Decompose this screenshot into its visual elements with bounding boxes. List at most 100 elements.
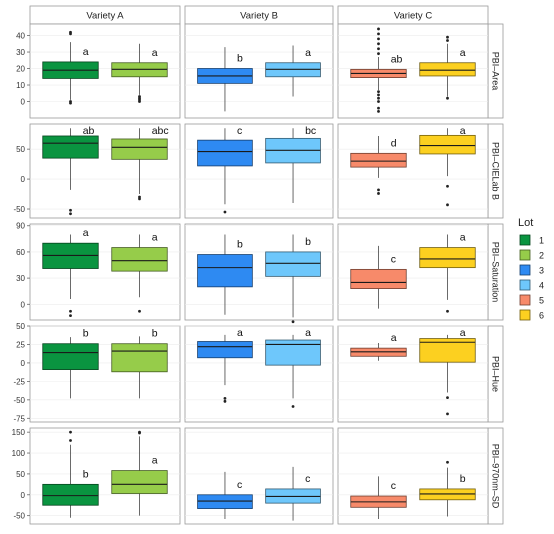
- outlier-point: [377, 27, 380, 31]
- significance-letter: c: [391, 480, 396, 492]
- outlier-point: [223, 399, 227, 403]
- y-tick-label: -75: [13, 414, 25, 423]
- outlier-point: [138, 100, 141, 103]
- significance-letter: a: [152, 232, 158, 244]
- outlier-point: [69, 208, 72, 212]
- outlier-point: [377, 93, 380, 97]
- outlier-point: [69, 212, 72, 216]
- y-tick-label: 0: [21, 491, 26, 500]
- y-tick-label: 0: [21, 300, 26, 309]
- outlier-point: [446, 39, 449, 42]
- box-lot-3: [197, 139, 253, 167]
- y-tick-label: 50: [16, 470, 25, 479]
- row-strip-label: PBI–Area: [491, 52, 501, 91]
- legend-swatch: [519, 249, 531, 261]
- outlier-point: [446, 396, 449, 400]
- box-lot-3: [197, 254, 253, 288]
- legend-label: 6: [539, 311, 544, 321]
- box-lot-6: [419, 134, 476, 155]
- legend-swatch: [519, 279, 531, 291]
- significance-letter: ab: [391, 53, 403, 65]
- significance-letter: a: [305, 327, 311, 339]
- box-lot-6: [419, 247, 476, 269]
- box-lot-1: [42, 343, 99, 370]
- outlier-point: [69, 101, 72, 105]
- outlier-point: [377, 110, 380, 113]
- y-tick-label: 40: [16, 32, 25, 41]
- significance-letter: c: [391, 253, 396, 265]
- outlier-point: [69, 314, 72, 318]
- legend-swatch: [519, 294, 531, 306]
- y-axes: 0 10 20 30 40 -50 0 50 0 30 60 90 -75 -50 -25 0 25 50 -50 0…: [12, 32, 30, 521]
- legend: Lot 1 2 3 4 5 6: [518, 217, 544, 321]
- legend-entries: 1 2 3 4 5 6: [519, 234, 544, 321]
- box-lot-3: [197, 341, 253, 359]
- legend-swatch: [519, 234, 531, 246]
- row-strip-label: PBI–Saturation: [491, 242, 501, 303]
- y-tick-label: 60: [16, 248, 25, 257]
- outlier-point: [377, 96, 380, 100]
- row-strip-label: PBI–970nm–SD: [491, 444, 501, 509]
- box-lot-2: [111, 343, 168, 373]
- significance-letter: b: [460, 473, 466, 485]
- legend-swatch: [519, 309, 531, 321]
- significance-letter: a: [152, 455, 158, 467]
- outlier-point: [223, 210, 227, 214]
- significance-letter: b: [237, 239, 243, 251]
- y-tick-label: 0: [21, 98, 26, 107]
- significance-letter: c: [237, 479, 242, 491]
- outlier-point: [138, 309, 141, 313]
- facet-strips: Variety A Variety B Variety C: [29, 5, 489, 25]
- box-lot-6: [419, 338, 476, 363]
- significance-letter: b: [83, 468, 89, 480]
- outlier-point: [291, 405, 295, 408]
- panel-frame: [337, 427, 489, 525]
- outlier-point: [377, 106, 380, 110]
- panel-frame: [184, 427, 334, 525]
- significance-letter: a: [391, 332, 397, 344]
- legend-swatch: [519, 264, 531, 276]
- outlier-point: [377, 37, 380, 41]
- significance-letter: a: [460, 327, 466, 339]
- significance-letter: abc: [152, 125, 169, 137]
- significance-letter: a: [237, 327, 243, 339]
- box-lot-3: [197, 494, 253, 509]
- row-strip-label: PBI–Hue: [491, 356, 501, 392]
- box-lot-5: [350, 268, 407, 289]
- box-lot-4: [265, 339, 321, 366]
- box-lot-5: [350, 152, 407, 168]
- y-tick-label: 20: [16, 65, 25, 74]
- y-tick-label: 50: [16, 145, 25, 154]
- y-tick-label: 50: [16, 322, 25, 331]
- significance-letter: a: [460, 232, 466, 244]
- significance-letter: a: [83, 227, 89, 239]
- outlier-point: [446, 203, 449, 207]
- significance-letter: bc: [305, 125, 316, 137]
- row-strips: PBI–Area PBI–CIELab B PBI–Saturation PBI–Hu…: [487, 23, 504, 525]
- significance-letter: a: [305, 47, 311, 59]
- y-tick-label: -25: [13, 377, 25, 386]
- significance-letter: b: [152, 328, 158, 340]
- outlier-point: [69, 439, 72, 442]
- significance-letter: d: [391, 137, 397, 149]
- box-lot-1: [42, 483, 99, 506]
- outlier-point: [138, 197, 141, 201]
- box-lot-6: [419, 62, 476, 77]
- outlier-point: [69, 430, 72, 434]
- outlier-point: [138, 431, 141, 435]
- significance-letter: a: [83, 46, 89, 58]
- legend-label: 5: [539, 296, 544, 306]
- significance-letter: ab: [83, 125, 95, 137]
- outlier-point: [446, 35, 449, 39]
- legend-label: 3: [539, 266, 544, 276]
- outlier-point: [377, 42, 380, 46]
- outlier-point: [446, 412, 449, 416]
- row-strip-label: PBI–CIELab B: [491, 142, 501, 200]
- y-tick-label: 150: [12, 428, 26, 437]
- outlier-point: [377, 192, 380, 195]
- box-lot-4: [265, 251, 321, 277]
- y-tick-label: 0: [21, 359, 26, 368]
- significance-letter: a: [460, 125, 466, 137]
- y-tick-label: -50: [13, 205, 25, 214]
- legend-label: 4: [539, 281, 544, 291]
